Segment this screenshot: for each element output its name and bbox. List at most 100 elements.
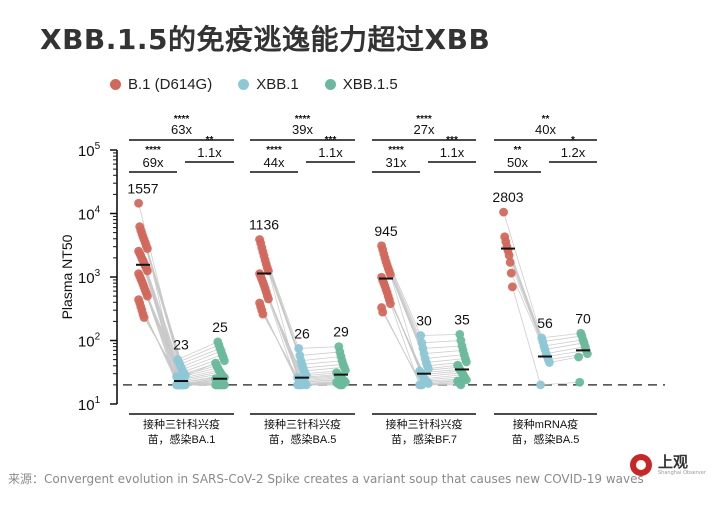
data-point-xbb1: [536, 380, 545, 390]
fold-change-label: 39x: [292, 122, 313, 137]
fold-change-label: 40x: [535, 122, 556, 137]
legend-label-xbb15: XBB.1.5: [342, 76, 398, 93]
significance-stars: ****: [266, 145, 282, 156]
median-value-label: 56: [537, 315, 553, 331]
data-point-xbb15: [574, 352, 583, 362]
significance-stars: **: [206, 135, 214, 146]
significance-stars: ***: [325, 135, 337, 146]
median-value-label: 29: [333, 324, 349, 340]
data-point-b1: [386, 269, 395, 279]
fold-change-label: 1.2x: [561, 145, 586, 160]
y-tick-label-2: 103: [78, 268, 101, 287]
data-point-xbb1: [424, 364, 433, 374]
data-point-b1: [505, 257, 515, 267]
data-point-xbb15: [462, 357, 471, 367]
significance-stars: ****: [388, 145, 404, 156]
chart-title: XBB.1.5的免疫逃逸能力超过XBB: [40, 23, 491, 56]
fold-change-label: 27x: [414, 122, 435, 137]
legend-item-xbb1: XBB.1: [238, 76, 299, 93]
logo-text: 上观: [658, 452, 689, 471]
y-tick-label-1: 102: [78, 332, 101, 351]
data-point-b1: [264, 294, 273, 304]
data-point-xbb15: [220, 356, 229, 366]
data-point-b1: [508, 282, 517, 292]
data-point-b1: [499, 207, 508, 217]
legend-item-xbb15: XBB.1.5: [324, 76, 398, 93]
y-tick-exponent: 5: [95, 141, 101, 152]
y-tick-label-0: 101: [78, 395, 101, 414]
logo-mark-icon: [630, 454, 652, 476]
legend-dot-xbb1: [238, 79, 250, 90]
legend-dot-b1: [110, 79, 121, 90]
fold-change-label: 31x: [386, 155, 407, 170]
data-point-xbb15: [456, 380, 466, 390]
data-point-b1: [506, 268, 516, 278]
fold-change-label: 69x: [143, 155, 164, 170]
significance-stars: **: [514, 145, 522, 156]
median-value-label: 2803: [492, 189, 523, 205]
fold-change-label: 1.1x: [440, 145, 465, 160]
significance-stars: ****: [295, 114, 311, 125]
median-value-label: 70: [575, 310, 591, 326]
y-tick-label-4: 105: [78, 141, 101, 160]
significance-stars: **: [542, 114, 550, 125]
data-point-b1: [139, 313, 149, 322]
y-tick-exponent: 4: [95, 205, 101, 216]
median-value-label: 23: [173, 337, 189, 353]
data-point-b1: [504, 250, 514, 260]
median-value-label: 25: [212, 319, 228, 335]
data-point-b1: [258, 309, 268, 319]
median-value-label: 30: [416, 312, 432, 328]
group-label-line2: 苗，感染BF.7: [391, 432, 457, 446]
fold-change-label: 44x: [264, 155, 285, 170]
fold-change-label: 1.1x: [318, 145, 343, 160]
y-axis-label: Plasma NT50: [59, 234, 75, 319]
y-tick-exponent: 3: [95, 268, 101, 279]
data-point-b1: [143, 244, 152, 254]
data-point-b1: [143, 266, 152, 276]
group-label-line2: 苗，感染BA.5: [269, 432, 337, 446]
sample-connector-line: [382, 249, 461, 344]
data-point-b1: [143, 291, 152, 301]
legend-label-xbb1: XBB.1: [256, 76, 299, 93]
data-point-xbb1: [417, 380, 427, 390]
significance-stars: ****: [416, 114, 432, 125]
significance-stars: ****: [145, 145, 161, 156]
data-point-xbb15: [583, 349, 592, 359]
legend-dot-xbb15: [324, 79, 336, 90]
data-point-xbb1: [297, 380, 307, 390]
median-value-label: 945: [374, 223, 398, 239]
median-value-label: 35: [454, 311, 470, 327]
median-value-label: 1136: [249, 216, 279, 232]
sample-connector-line: [263, 255, 344, 369]
data-point-xbb15: [341, 365, 350, 375]
data-point-b1: [386, 299, 395, 309]
sample-connector-line: [261, 247, 342, 362]
legend-label-b1: B.1 (D614G): [128, 76, 213, 93]
data-point-xbb15: [575, 377, 585, 387]
group-label-line1: 接种mRNA疫: [513, 417, 578, 431]
fold-change-label: 1.1x: [197, 145, 222, 160]
data-point-xbb1: [416, 331, 426, 340]
group-label-line1: 接种三针科兴疫: [386, 417, 463, 431]
data-point-b1: [134, 198, 144, 208]
data-point-b1: [378, 307, 388, 317]
y-tick-exponent: 1: [95, 395, 101, 406]
fold-change-label: 63x: [171, 122, 192, 137]
significance-stars: *: [571, 135, 575, 146]
legend-item-b1: B.1 (D614G): [110, 76, 212, 93]
y-tick-label-3: 104: [78, 205, 101, 224]
sample-connector-line: [512, 286, 580, 386]
legend: B.1 (D614G) XBB.1 XBB.1.5: [110, 76, 398, 93]
data-point-xbb1: [294, 344, 304, 353]
significance-stars: ***: [446, 135, 458, 146]
data-point-xbb15: [218, 380, 228, 390]
sample-connector-line: [264, 259, 345, 372]
data-point-xbb1: [424, 379, 433, 388]
group-label-line1: 接种三针科兴疫: [264, 417, 341, 431]
logo-subtext: Shanghai Observer: [658, 469, 706, 476]
data-point-xbb1: [178, 380, 188, 390]
data-point-xbb15: [337, 380, 347, 390]
shanghai-observer-logo: 上观 Shanghai Observer: [630, 454, 706, 476]
